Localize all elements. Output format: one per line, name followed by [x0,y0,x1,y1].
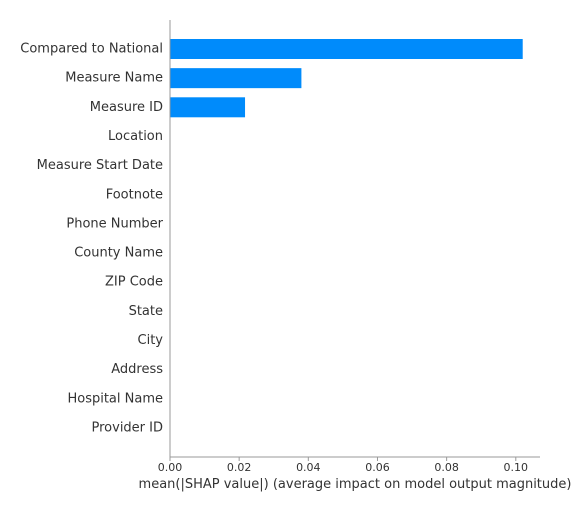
category-label-provider-id: Provider ID [92,420,164,435]
x-tick-label: 0.04 [296,461,321,474]
bar-measure-id [170,97,246,118]
category-label-state: State [129,304,163,319]
category-label-measure-start-date: Measure Start Date [37,158,163,173]
category-labels: Compared to National Measure Name Measure … [20,42,163,436]
x-tick-label: 0.06 [365,461,390,474]
x-ticks: 0.00 0.02 0.04 0.06 0.08 0.10 [158,457,528,474]
x-tick-label: 0.10 [504,461,529,474]
category-label-city: City [138,333,164,348]
x-tick-label: 0.08 [434,461,459,474]
bar-measure-name [170,68,302,89]
category-label-location: Location [108,129,163,144]
x-axis-label: mean(|SHAP value|) (average impact on mo… [139,477,572,492]
bar-compared-to-national [170,39,523,59]
category-label-address: Address [111,362,163,377]
category-label-zip-code: ZIP Code [105,275,163,290]
category-label-measure-name: Measure Name [65,71,163,86]
category-label-footnote: Footnote [106,187,163,202]
bars-layer [170,39,523,118]
category-label-compared-to-national: Compared to National [20,42,163,57]
axes-layer [169,20,540,458]
category-label-hospital-name: Hospital Name [67,391,163,406]
x-tick-label: 0.02 [227,461,252,474]
x-tick-label: 0.00 [158,461,183,474]
category-label-phone-number: Phone Number [66,216,163,231]
category-label-county-name: County Name [74,246,163,261]
category-label-measure-id: Measure ID [90,100,163,115]
